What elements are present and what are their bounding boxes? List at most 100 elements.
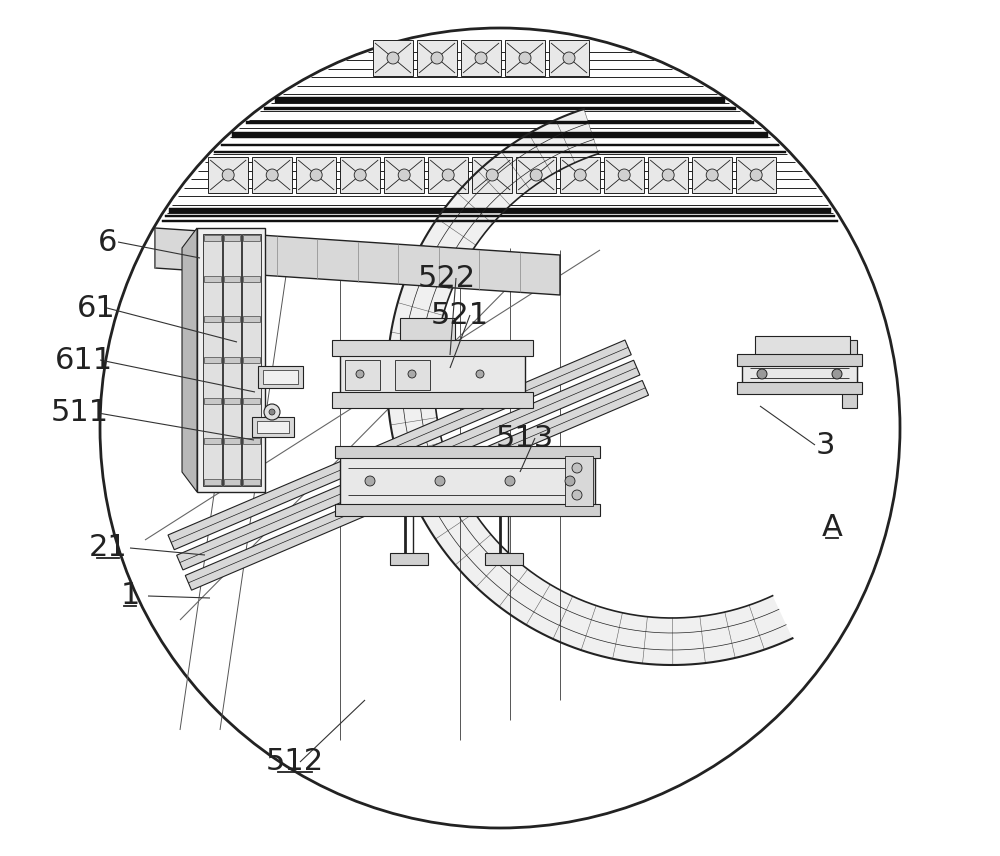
Bar [243, 479, 260, 485]
Bar [340, 348, 525, 400]
Polygon shape [185, 380, 649, 590]
Bar [169, 207, 831, 212]
Bar [384, 157, 424, 193]
Bar [252, 157, 292, 193]
Bar [263, 370, 298, 384]
Bar [417, 40, 457, 76]
Bar [742, 360, 857, 388]
Bar [516, 157, 556, 193]
Circle shape [832, 369, 842, 379]
Bar [221, 144, 779, 146]
Bar [243, 357, 260, 363]
Circle shape [530, 169, 542, 181]
Text: 6: 6 [98, 228, 118, 257]
Bar [224, 479, 240, 485]
Bar [246, 121, 754, 123]
Text: 512: 512 [266, 747, 324, 776]
Polygon shape [177, 360, 640, 570]
Bar [224, 398, 240, 404]
Bar [197, 228, 265, 492]
Bar [252, 417, 294, 437]
Circle shape [100, 28, 900, 828]
Circle shape [563, 52, 575, 64]
Text: 521: 521 [431, 300, 489, 330]
Polygon shape [182, 228, 197, 492]
Bar [395, 360, 430, 390]
Bar [461, 40, 501, 76]
Bar [737, 382, 862, 394]
Circle shape [505, 476, 515, 486]
Bar [842, 340, 857, 408]
Bar [257, 421, 289, 433]
Circle shape [398, 169, 410, 181]
Text: 21: 21 [89, 533, 127, 562]
Bar [243, 317, 260, 323]
Bar [224, 317, 240, 323]
Bar [565, 456, 593, 506]
Bar [204, 276, 221, 282]
Bar [549, 40, 589, 76]
Bar [340, 452, 595, 510]
Circle shape [519, 52, 531, 64]
Bar [390, 553, 428, 565]
Bar [335, 446, 600, 458]
Text: 1: 1 [120, 581, 140, 610]
Bar [737, 354, 862, 366]
Circle shape [266, 169, 278, 181]
Text: 61: 61 [77, 294, 115, 323]
Bar [345, 360, 380, 390]
Circle shape [572, 490, 582, 500]
Circle shape [408, 370, 416, 378]
Bar [204, 235, 221, 241]
Bar [204, 479, 221, 485]
Circle shape [486, 169, 498, 181]
Circle shape [706, 169, 718, 181]
Bar [224, 276, 240, 282]
Text: 511: 511 [51, 397, 109, 426]
Circle shape [269, 409, 275, 415]
Bar [204, 398, 221, 404]
Text: 522: 522 [418, 264, 476, 293]
Bar [472, 157, 512, 193]
Bar [604, 157, 644, 193]
Bar [203, 234, 222, 486]
Bar [648, 157, 688, 193]
Bar [258, 366, 303, 388]
Bar [692, 157, 732, 193]
Bar [332, 340, 533, 356]
Circle shape [618, 169, 630, 181]
Circle shape [387, 52, 399, 64]
Bar [204, 438, 221, 444]
PathPatch shape [387, 109, 792, 665]
Circle shape [310, 169, 322, 181]
Bar [340, 157, 380, 193]
Text: A: A [822, 514, 842, 543]
Circle shape [356, 370, 364, 378]
Circle shape [750, 169, 762, 181]
Bar [208, 157, 248, 193]
Circle shape [442, 169, 454, 181]
Circle shape [757, 369, 767, 379]
Circle shape [264, 404, 280, 420]
Text: 611: 611 [55, 346, 113, 375]
Bar [560, 157, 600, 193]
Bar [162, 220, 838, 222]
Bar [275, 97, 725, 103]
Bar [373, 40, 413, 76]
Bar [243, 276, 260, 282]
Bar [400, 318, 455, 340]
Bar [243, 398, 260, 404]
Circle shape [476, 370, 484, 378]
Text: 3: 3 [815, 431, 835, 460]
Bar [224, 438, 240, 444]
Bar [165, 215, 835, 217]
Circle shape [574, 169, 586, 181]
Bar [224, 235, 240, 241]
Bar [332, 392, 533, 408]
Bar [214, 151, 786, 153]
Circle shape [565, 476, 575, 486]
Circle shape [475, 52, 487, 64]
Bar [224, 357, 240, 363]
Bar [335, 504, 600, 516]
Circle shape [435, 476, 445, 486]
